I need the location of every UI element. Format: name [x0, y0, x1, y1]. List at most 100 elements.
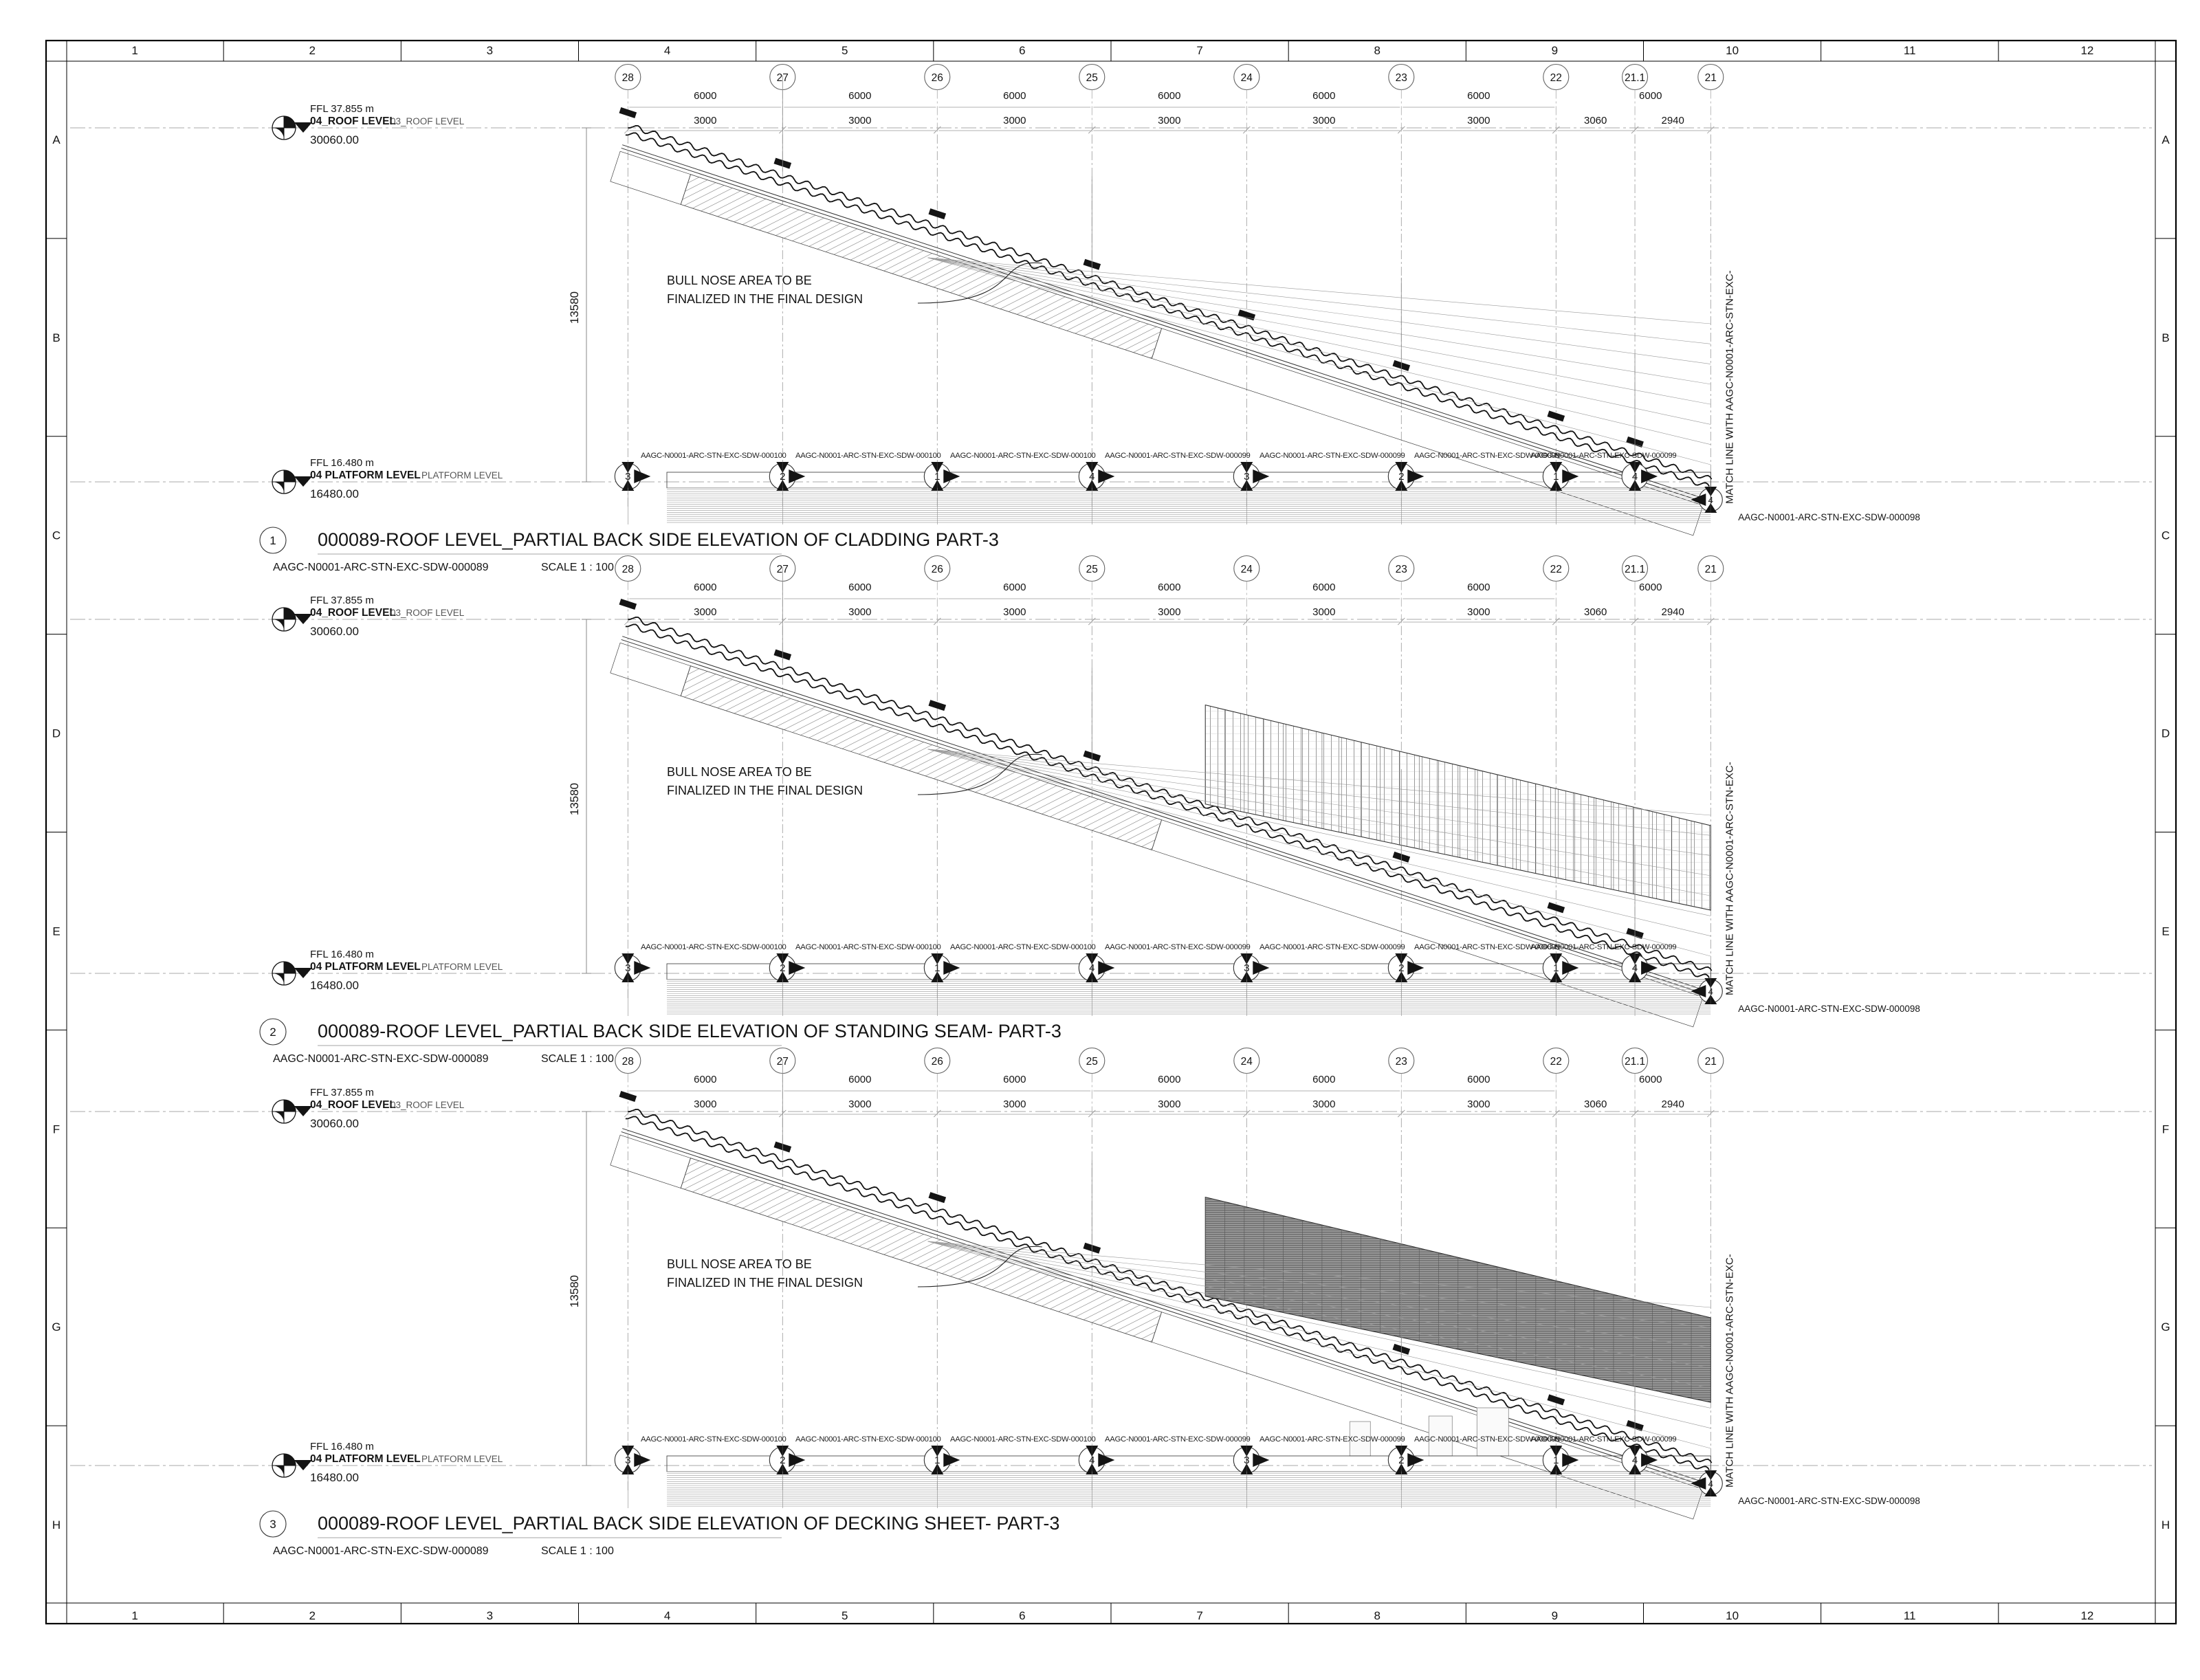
svg-text:23: 23: [1396, 1056, 1407, 1068]
svg-text:D: D: [2162, 727, 2170, 740]
svg-text:21: 21: [1705, 72, 1717, 84]
svg-text:3000: 3000: [694, 1098, 716, 1110]
svg-text:13580: 13580: [568, 1275, 581, 1307]
svg-text:6000: 6000: [694, 582, 716, 593]
svg-text:04_ROOF LEVEL: 04_ROOF LEVEL: [310, 1099, 396, 1111]
svg-text:C: C: [52, 529, 60, 542]
svg-text:26: 26: [932, 564, 943, 575]
svg-text:6000: 6000: [848, 1074, 871, 1085]
svg-text:C: C: [2162, 529, 2170, 542]
svg-text:30060.00: 30060.00: [310, 625, 359, 638]
svg-text:6000: 6000: [1003, 90, 1026, 102]
svg-text:MATCH LINE WITH AAGC-N0001-ARC: MATCH LINE WITH AAGC-N0001-ARC-STN-EXC-: [1724, 270, 1735, 504]
svg-text:3000: 3000: [1003, 606, 1026, 618]
svg-text:03_ROOF LEVEL: 03_ROOF LEVEL: [390, 116, 465, 126]
svg-text:6000: 6000: [1003, 1074, 1026, 1085]
svg-text:AAGC-N0001-ARC-STN-EXC-SDW-000: AAGC-N0001-ARC-STN-EXC-SDW-000100: [950, 943, 1096, 951]
svg-text:24: 24: [1241, 564, 1253, 575]
svg-text:9: 9: [1552, 44, 1558, 57]
svg-text:AAGC-N0001-ARC-STN-EXC-SDW-000: AAGC-N0001-ARC-STN-EXC-SDW-000089: [273, 1545, 489, 1557]
svg-text:AAGC-N0001-ARC-STN-EXC-SDW-000: AAGC-N0001-ARC-STN-EXC-SDW-000089: [273, 562, 489, 573]
svg-text:A: A: [52, 133, 60, 146]
svg-text:16480.00: 16480.00: [310, 487, 359, 500]
svg-text:26: 26: [932, 1056, 943, 1068]
svg-text:7: 7: [1196, 1609, 1202, 1622]
svg-text:5: 5: [842, 44, 848, 57]
svg-text:8: 8: [1374, 1609, 1380, 1622]
svg-text:6: 6: [1019, 44, 1025, 57]
svg-text:6000: 6000: [1467, 582, 1490, 593]
svg-text:22: 22: [1550, 1056, 1562, 1068]
svg-text:AAGC-N0001-ARC-STN-EXC-SDW-000: AAGC-N0001-ARC-STN-EXC-SDW-000100: [641, 943, 786, 951]
svg-text:AAGC-N0001-ARC-STN-EXC-SDW-000: AAGC-N0001-ARC-STN-EXC-SDW-000099: [1260, 943, 1405, 951]
svg-text:SCALE 1 : 100: SCALE 1 : 100: [541, 1053, 614, 1065]
svg-text:3000: 3000: [1158, 606, 1180, 618]
svg-text:5: 5: [842, 1609, 848, 1622]
svg-text:21.1: 21.1: [1625, 72, 1645, 84]
svg-text:6000: 6000: [1312, 1074, 1335, 1085]
svg-text:3000: 3000: [1467, 115, 1490, 126]
svg-text:AAGC-N0001-ARC-STN-EXC-SDW-000: AAGC-N0001-ARC-STN-EXC-SDW-000099: [1531, 1435, 1677, 1444]
svg-text:3000: 3000: [1158, 1098, 1180, 1110]
svg-text:MATCH LINE WITH AAGC-N0001-ARC: MATCH LINE WITH AAGC-N0001-ARC-STN-EXC-: [1724, 762, 1735, 995]
svg-text:13580: 13580: [568, 783, 581, 815]
svg-text:F: F: [2162, 1123, 2169, 1136]
svg-text:3: 3: [270, 1518, 276, 1531]
svg-text:2: 2: [309, 44, 316, 57]
svg-text:9: 9: [1552, 1609, 1558, 1622]
svg-text:AAGC-N0001-ARC-STN-EXC-SDW-000: AAGC-N0001-ARC-STN-EXC-SDW-000099: [1105, 452, 1251, 460]
svg-text:23: 23: [1396, 564, 1407, 575]
svg-text:3000: 3000: [1312, 115, 1335, 126]
svg-text:AAGC-N0001-ARC-STN-EXC-SDW-000: AAGC-N0001-ARC-STN-EXC-SDW-000098: [1738, 1004, 1920, 1014]
svg-text:21.1: 21.1: [1625, 564, 1645, 575]
svg-text:AAGC-N0001-ARC-STN-EXC-SDW-000: AAGC-N0001-ARC-STN-EXC-SDW-000099: [1260, 452, 1405, 460]
svg-text:H: H: [52, 1518, 60, 1532]
svg-text:3000: 3000: [1158, 115, 1180, 126]
svg-text:1: 1: [131, 1609, 138, 1622]
svg-text:H: H: [2162, 1518, 2170, 1532]
svg-text:2940: 2940: [1661, 115, 1684, 126]
svg-text:F: F: [53, 1123, 60, 1136]
svg-text:6000: 6000: [848, 90, 871, 102]
svg-text:3000: 3000: [1467, 1098, 1490, 1110]
svg-text:3000: 3000: [694, 606, 716, 618]
svg-text:D: D: [52, 727, 60, 740]
svg-text:000089-ROOF LEVEL_PARTIAL BACK: 000089-ROOF LEVEL_PARTIAL BACK SIDE ELEV…: [318, 1513, 1059, 1534]
svg-text:3060: 3060: [1584, 606, 1607, 618]
svg-text:6000: 6000: [1467, 1074, 1490, 1085]
svg-text:3: 3: [487, 1609, 493, 1622]
svg-text:03_ROOF LEVEL: 03_ROOF LEVEL: [390, 608, 465, 618]
svg-text:11: 11: [1904, 1609, 1916, 1622]
svg-text:16480.00: 16480.00: [310, 1471, 359, 1484]
svg-text:04 PLATFORM LEVEL: 04 PLATFORM LEVEL: [310, 469, 421, 481]
svg-text:3060: 3060: [1584, 115, 1607, 126]
svg-text:BULL NOSE AREA TO BE: BULL NOSE AREA TO BE: [667, 274, 812, 287]
svg-text:12: 12: [2080, 44, 2093, 57]
svg-text:7: 7: [1196, 44, 1202, 57]
svg-text:FFL 16.480 m: FFL 16.480 m: [310, 457, 374, 469]
svg-text:AAGC-N0001-ARC-STN-EXC-SDW-000: AAGC-N0001-ARC-STN-EXC-SDW-000100: [950, 452, 1096, 460]
svg-text:10: 10: [1726, 44, 1739, 57]
svg-text:16480.00: 16480.00: [310, 979, 359, 992]
svg-text:21: 21: [1705, 564, 1717, 575]
svg-text:AAGC-N0001-ARC-STN-EXC-SDW-000: AAGC-N0001-ARC-STN-EXC-SDW-000100: [795, 943, 941, 951]
svg-text:6000: 6000: [848, 582, 871, 593]
svg-text:BULL NOSE AREA TO BE: BULL NOSE AREA TO BE: [667, 765, 812, 779]
svg-text:AAGC-N0001-ARC-STN-EXC-SDW-000: AAGC-N0001-ARC-STN-EXC-SDW-000100: [641, 452, 786, 460]
svg-text:B: B: [52, 331, 60, 344]
svg-text:6000: 6000: [694, 1074, 716, 1085]
svg-text:AAGC-N0001-ARC-STN-EXC-SDW-000: AAGC-N0001-ARC-STN-EXC-SDW-000100: [641, 1435, 786, 1444]
svg-text:3: 3: [487, 44, 493, 57]
svg-text:B: B: [2162, 331, 2169, 344]
svg-text:E: E: [52, 925, 60, 938]
svg-text:6000: 6000: [1467, 90, 1490, 102]
svg-text:22: 22: [1550, 564, 1562, 575]
svg-text:FINALIZED IN THE FINAL DESIGN: FINALIZED IN THE FINAL DESIGN: [667, 784, 863, 797]
svg-text:6000: 6000: [1312, 90, 1335, 102]
svg-text:3000: 3000: [1467, 606, 1490, 618]
svg-text:24: 24: [1241, 1056, 1253, 1068]
svg-text:28: 28: [622, 564, 634, 575]
svg-text:6000: 6000: [1312, 582, 1335, 593]
svg-text:2: 2: [270, 1026, 276, 1039]
svg-text:PLATFORM LEVEL: PLATFORM LEVEL: [421, 962, 503, 972]
